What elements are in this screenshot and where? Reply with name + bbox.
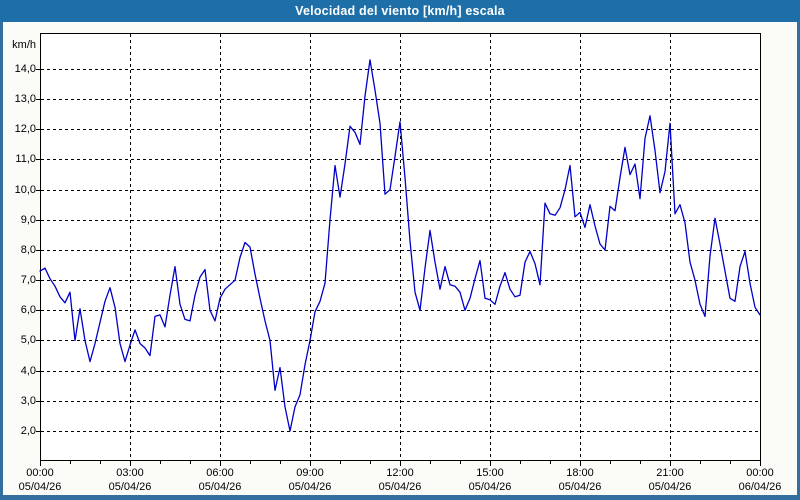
y-tick-label: 4,0 <box>20 365 36 377</box>
plot-canvas <box>36 33 761 466</box>
y-tick-label: 12,0 <box>14 123 36 135</box>
x-tick-date-label: 05/04/26 <box>468 481 512 493</box>
y-tick-label: 8,0 <box>20 244 36 256</box>
x-tick-time-label: 15:00 <box>476 467 504 479</box>
x-tick-time-label: 18:00 <box>566 467 594 479</box>
x-tick-date-label: 05/04/26 <box>648 481 692 493</box>
y-tick-label: 14,0 <box>14 63 36 75</box>
y-tick-label: 13,0 <box>14 93 36 105</box>
y-tick-label: 3,0 <box>20 395 36 407</box>
y-tick-label: 2,0 <box>20 425 36 437</box>
x-tick-time-label: 00:00 <box>746 467 774 479</box>
chart-content: km/h 14,0 13,0 12,0 11,0 10,0 9,0 8,0 7,0 6,0 5,0… <box>3 22 797 495</box>
x-tick-date-label: 05/04/26 <box>198 481 242 493</box>
x-tick-time-label: 06:00 <box>206 467 234 479</box>
y-tick-label: 5,0 <box>20 334 36 346</box>
x-tick-time-label: 00:00 <box>26 467 54 479</box>
x-tick-time-label: 03:00 <box>116 467 144 479</box>
y-tick-label: 11,0 <box>15 153 36 165</box>
x-tick-time-label: 12:00 <box>386 467 414 479</box>
wind-speed-line <box>39 59 761 432</box>
y-tick-label: 6,0 <box>20 304 36 316</box>
y-tick-label: 10,0 <box>14 184 36 196</box>
y-axis-unit-label: km/h <box>12 39 36 51</box>
x-tick-date-label: 05/04/26 <box>18 481 62 493</box>
x-tick-time-label: 09:00 <box>296 467 324 479</box>
x-tick-date-label: 06/04/26 <box>738 481 782 493</box>
title-bar: Velocidad del viento [km/h] escala <box>0 0 800 22</box>
y-tick-label: 7,0 <box>20 274 36 286</box>
x-tick-date-label: 05/04/26 <box>378 481 422 493</box>
x-tick-date-label: 05/04/26 <box>558 481 602 493</box>
x-tick-date-label: 05/04/26 <box>288 481 332 493</box>
x-tick-date-label: 05/04/26 <box>108 481 152 493</box>
chart-title: Velocidad del viento [km/h] escala <box>295 4 505 18</box>
x-tick-time-label: 21:00 <box>656 467 684 479</box>
y-tick-label: 9,0 <box>20 214 36 226</box>
